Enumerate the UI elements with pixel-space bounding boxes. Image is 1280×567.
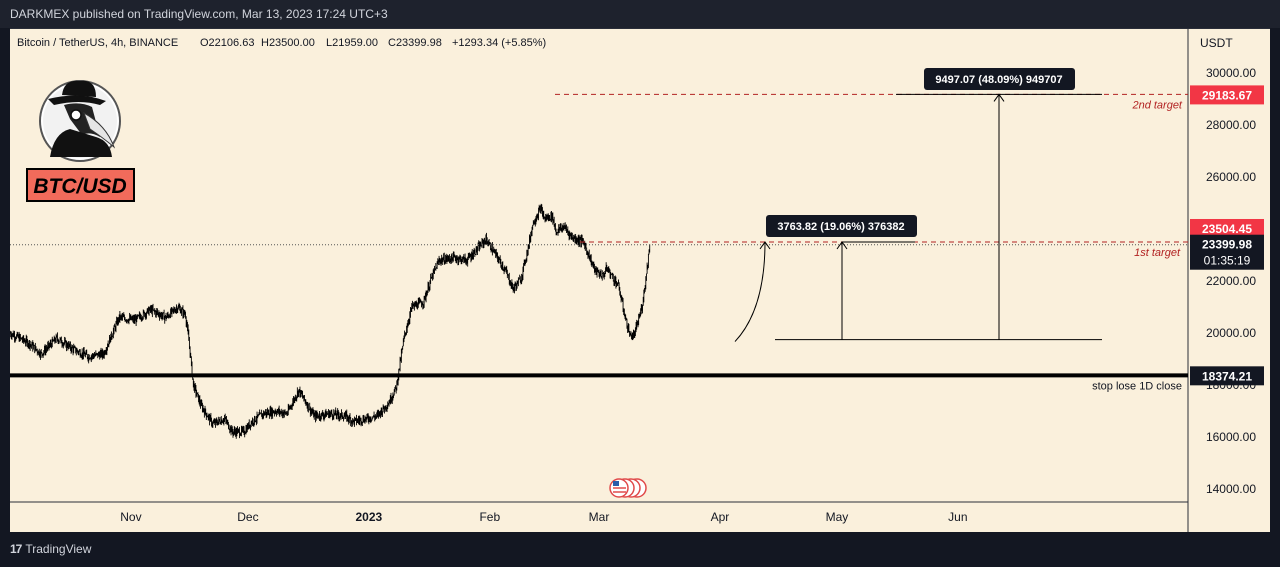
x-tick-label: Dec xyxy=(237,510,258,524)
us-flag-icon[interactable] xyxy=(609,478,647,498)
y-tick-label: 20000.00 xyxy=(1206,326,1256,340)
price-chart[interactable]: Bitcoin / TetherUS, 4h, BINANCE O22106.6… xyxy=(9,29,1270,533)
x-tick-label: Mar xyxy=(589,510,610,524)
current-price: 23399.98 xyxy=(1202,238,1252,252)
y-tick-label: 14000.00 xyxy=(1206,482,1256,496)
x-tick-label: 2023 xyxy=(356,510,383,524)
ohlc-high: H23500.00 xyxy=(261,37,315,49)
footer-bar: 17 TradingView xyxy=(0,532,1280,567)
x-tick-label: Feb xyxy=(479,510,500,524)
publish-info: DARKMEX published on TradingView.com, Ma… xyxy=(0,0,1280,28)
measure-2-label: 9497.07 (48.09%) 949707 xyxy=(924,68,1075,90)
tradingview-logo-icon: 17 xyxy=(10,542,22,556)
x-tick-label: Nov xyxy=(120,510,141,524)
measure-1-text: 3763.82 (19.06%) 376382 xyxy=(777,221,904,233)
currency-label: USDT xyxy=(1200,36,1233,50)
target-2-price-tag: 29183.67 xyxy=(1190,85,1264,105)
ohlc-change: +1293.34 (+5.85%) xyxy=(452,37,546,49)
target-2-caption: 2nd target xyxy=(1131,99,1182,111)
stop-price-tag: 18374.21 xyxy=(1190,366,1264,386)
x-tick-label: Apr xyxy=(711,510,730,524)
y-tick-label: 30000.00 xyxy=(1206,66,1256,80)
pair-badge: BTC/USD xyxy=(26,168,135,202)
symbol-line: Bitcoin / TetherUS, 4h, BINANCE xyxy=(17,37,178,49)
price-axis-area xyxy=(1188,29,1270,533)
measure-1-label: 3763.82 (19.06%) 376382 xyxy=(766,215,917,237)
ohlc-close: C23399.98 xyxy=(388,37,442,49)
tradingview-logo[interactable]: 17 TradingView xyxy=(10,542,91,556)
target-1-price: 23504.45 xyxy=(1202,222,1252,236)
current-price-tag: 23399.98 01:35:19 xyxy=(1190,234,1264,270)
ohlc-low: L21959.00 xyxy=(326,37,378,49)
plot-area xyxy=(10,29,1188,502)
plague-doctor-icon xyxy=(48,80,116,157)
y-tick-label: 28000.00 xyxy=(1206,118,1256,132)
countdown-timer: 01:35:19 xyxy=(1204,254,1251,268)
target-2-price: 29183.67 xyxy=(1202,88,1252,102)
stop-loss-caption: stop lose 1D close xyxy=(1092,380,1182,392)
y-tick-label: 22000.00 xyxy=(1206,274,1256,288)
projection-curve-arrow[interactable] xyxy=(734,241,771,342)
x-tick-label: Jun xyxy=(948,510,967,524)
target-1-caption: 1st target xyxy=(1134,247,1181,259)
y-tick-label: 26000.00 xyxy=(1206,170,1256,184)
ohlc-open: O22106.63 xyxy=(200,37,254,49)
measure-2-text: 9497.07 (48.09%) 949707 xyxy=(935,74,1062,86)
avatar[interactable] xyxy=(39,80,121,162)
chart-frame: Bitcoin / TetherUS, 4h, BINANCE O22106.6… xyxy=(9,28,1270,533)
stop-price: 18374.21 xyxy=(1202,369,1252,383)
x-tick-label: May xyxy=(826,510,849,524)
tradingview-logo-text: TradingView xyxy=(25,542,92,556)
target-1-price-tag: 23504.45 xyxy=(1190,218,1264,238)
y-tick-label: 16000.00 xyxy=(1206,430,1256,444)
pair-badge-label: BTC/USD xyxy=(33,175,126,198)
